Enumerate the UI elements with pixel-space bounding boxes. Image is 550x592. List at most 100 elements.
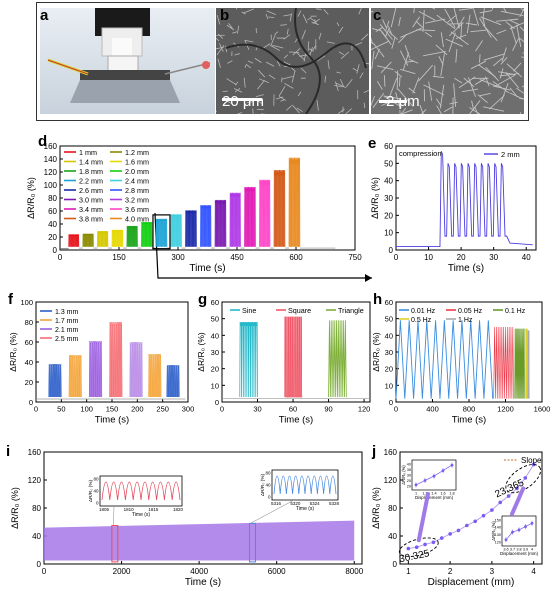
h-y-tick-label: 0 bbox=[389, 398, 393, 407]
sem-fiber bbox=[292, 104, 300, 114]
sem-fiber bbox=[225, 45, 227, 53]
sem-fiber bbox=[377, 65, 394, 71]
sem-fiber bbox=[512, 37, 520, 51]
e-annotation: compression bbox=[399, 149, 442, 158]
j-x-tick-label: 1 bbox=[406, 567, 411, 576]
sem-fiber bbox=[280, 24, 287, 26]
sem-fiber bbox=[469, 100, 481, 114]
j-inset-2-x-tick-label: 4 bbox=[531, 548, 533, 552]
sem-fiber bbox=[227, 101, 232, 105]
sem-fiber bbox=[388, 31, 398, 41]
sem-fiber bbox=[510, 26, 517, 44]
i-inset-2-y-tick-label: 0 bbox=[268, 495, 271, 500]
sem-fiber bbox=[297, 91, 302, 97]
f-block-4 bbox=[129, 341, 143, 398]
sem-fiber bbox=[474, 106, 479, 114]
sem-fiber bbox=[391, 36, 396, 49]
chart-d: 0 150 300 450 600 750 0 20 40 60 80 100 120 140 160 Tim… bbox=[26, 142, 362, 274]
sem-fiber bbox=[257, 79, 266, 90]
g-y-tick-label: 30 bbox=[211, 348, 219, 357]
sem-fiber bbox=[268, 74, 276, 80]
d-y-tick-label: 60 bbox=[48, 207, 57, 216]
e-x-tick-label: 30 bbox=[489, 253, 498, 262]
sem-fiber bbox=[420, 109, 427, 114]
sem-fiber bbox=[470, 60, 487, 70]
sem-fiber bbox=[363, 102, 366, 109]
sem-fiber bbox=[483, 53, 505, 61]
d-x-tick-label: 0 bbox=[58, 253, 63, 262]
d-series-2.8mm bbox=[200, 205, 212, 247]
sem-fiber bbox=[390, 8, 397, 28]
sem-fiber bbox=[513, 62, 522, 72]
h-y-axis-label: ΔR/R₀ (%) bbox=[372, 332, 381, 372]
j-inset-1-x-axis-label: Displacement (mm) bbox=[415, 495, 454, 500]
d-legend-label: 1 mm bbox=[79, 148, 97, 157]
h-x-tick-label: 1600 bbox=[534, 405, 550, 414]
h-block-0.5Hz bbox=[525, 328, 528, 399]
sem-fiber bbox=[472, 8, 479, 26]
e-series-2mm bbox=[396, 151, 533, 247]
h-y-tick-label: 10 bbox=[385, 381, 393, 390]
sem-fiber bbox=[291, 71, 296, 83]
sem-fiber bbox=[246, 64, 251, 69]
i-inset-1-y-tick-label: 0 bbox=[96, 501, 99, 506]
sem-fiber bbox=[237, 25, 240, 34]
sem-fiber bbox=[408, 87, 416, 94]
sem-fiber bbox=[455, 49, 458, 63]
i-inset-1-y-axis-label: ΔR/R₀ (%) bbox=[88, 479, 94, 502]
sem-fiber bbox=[388, 77, 398, 98]
sem-fiber bbox=[216, 45, 225, 56]
i-inset-2-x-axis-label: Time (s) bbox=[296, 506, 314, 512]
h-y-tick-label: 20 bbox=[385, 365, 393, 374]
i-inset-1-x-tick-label: 1815 bbox=[148, 507, 159, 512]
sem-fiber bbox=[375, 27, 383, 33]
sem-fiber bbox=[412, 77, 420, 94]
sem-fiber bbox=[478, 93, 491, 97]
sem-fiber bbox=[372, 92, 385, 108]
sem-fiber bbox=[422, 9, 425, 32]
sem-fiber bbox=[352, 67, 358, 72]
sem-fiber bbox=[492, 85, 511, 91]
sem-fiber bbox=[499, 68, 504, 79]
sem-fiber bbox=[406, 60, 415, 63]
d-zoom-box bbox=[152, 214, 171, 250]
sem-fiber bbox=[280, 99, 285, 102]
sem-fiber bbox=[358, 8, 362, 15]
sem-fiber bbox=[340, 78, 345, 88]
sem-fiber bbox=[318, 32, 322, 40]
chart-h: 0 400 800 1200 1600 0 10 20 30 40 50 60 Time (s) ΔR/R… bbox=[372, 298, 550, 426]
j-data-point bbox=[481, 513, 486, 518]
h-y-tick-label: 30 bbox=[385, 348, 393, 357]
sem-fiber bbox=[402, 109, 413, 114]
d-series-1.8mm bbox=[126, 225, 138, 247]
d-y-tick-label: 40 bbox=[48, 220, 57, 229]
j-inset-1-x-tick-label: 1.4 bbox=[431, 492, 436, 496]
j-data-point bbox=[473, 519, 477, 524]
e-y-axis-label: ΔR/R₀ (%) bbox=[370, 177, 380, 219]
sem-fiber bbox=[482, 8, 485, 20]
j-y-tick-label: 80 bbox=[388, 504, 397, 513]
i-y-tick-label: 80 bbox=[32, 504, 41, 513]
sem-fiber bbox=[334, 84, 343, 88]
sem-fiber bbox=[485, 66, 500, 82]
top-frame bbox=[36, 2, 529, 121]
sem-fiber bbox=[326, 41, 335, 44]
sem-fiber bbox=[283, 34, 291, 40]
j-data-point bbox=[506, 494, 511, 498]
j-inset-2-y-tick-label: 120 bbox=[495, 540, 501, 544]
i-inset-2-frame bbox=[271, 469, 339, 501]
sem-fiber bbox=[385, 27, 390, 37]
j-inset-2-line bbox=[505, 522, 533, 541]
sem-fiber bbox=[283, 14, 292, 17]
sem-fiber bbox=[217, 33, 224, 39]
sem-fiber bbox=[482, 24, 498, 41]
sem-fiber bbox=[500, 57, 508, 65]
j-y-axis-label: ΔR/R₀ (%) bbox=[371, 487, 381, 529]
sem-fiber bbox=[310, 18, 317, 23]
sem-fiber bbox=[458, 8, 473, 11]
sem-texture-c bbox=[371, 8, 524, 114]
sem-fiber bbox=[465, 22, 478, 26]
sem-fiber bbox=[335, 82, 346, 88]
panel-label-d: d bbox=[38, 133, 48, 150]
